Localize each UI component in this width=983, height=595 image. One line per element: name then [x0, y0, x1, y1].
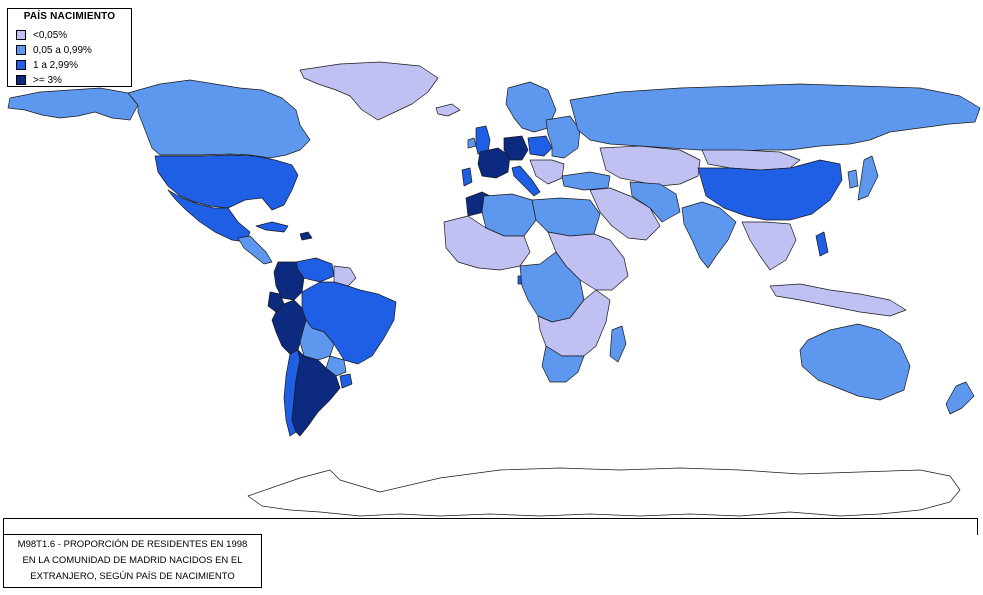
legend-title: PAÍS NACIMIENTO: [23, 11, 116, 22]
region-south-africa: [541, 345, 585, 383]
region-japan: [857, 155, 879, 201]
region-southeast-asia: [741, 221, 797, 271]
legend-swatch: [16, 30, 26, 40]
region-india: [681, 201, 737, 269]
legend: PAÍS NACIMIENTO <0,05% 0,05 a 0,99% 1 a …: [7, 8, 132, 87]
legend-item-0-05-to-0-99: 0,05 a 0,99%: [16, 44, 92, 56]
region-poland: [527, 135, 553, 157]
legend-label: >= 3%: [33, 74, 62, 86]
region-usa: [154, 154, 299, 211]
region-madagascar: [609, 325, 627, 363]
region-new-zealand: [945, 381, 975, 415]
region-scandinavia: [505, 81, 557, 133]
legend-label: 1 a 2,99%: [33, 59, 79, 71]
region-libya-egypt: [531, 197, 601, 237]
legend-swatch: [16, 75, 26, 85]
legend-item-lt-0-05: <0,05%: [16, 29, 67, 41]
region-china: [697, 159, 843, 221]
region-central-asia: [599, 145, 701, 187]
region-turkey: [561, 171, 611, 191]
legend-item-1-to-2-99: 1 a 2,99%: [16, 59, 78, 71]
region-portugal: [461, 167, 473, 187]
legend-label: 0,05 a 0,99%: [33, 44, 92, 56]
region-dominican-republic: [299, 231, 313, 241]
region-philippines: [815, 231, 829, 257]
region-france: [477, 147, 511, 179]
region-canada: [127, 79, 311, 159]
caption-box: M98T1.6 - PROPORCIÓN DE RESIDENTES EN 19…: [3, 534, 262, 588]
region-germany: [503, 135, 529, 161]
region-central-america: [237, 235, 273, 265]
region-guianas: [333, 265, 357, 287]
caption-line-1: M98T1.6 - PROPORCIÓN DE RESIDENTES EN 19…: [17, 539, 248, 550]
region-alaska: [7, 87, 139, 121]
region-russia: [569, 83, 981, 153]
region-antarctica: [247, 467, 961, 517]
region-uruguay: [339, 373, 353, 389]
region-iceland: [435, 103, 461, 117]
region-indonesia: [769, 283, 907, 317]
region-greenland: [299, 61, 439, 121]
region-mongolia: [701, 149, 801, 171]
region-italy: [511, 165, 541, 197]
region-ireland: [467, 137, 477, 149]
region-argentina: [291, 349, 341, 437]
region-colombia: [273, 261, 305, 301]
region-west-africa: [443, 215, 531, 271]
region-australia: [799, 323, 911, 401]
legend-swatch: [16, 45, 26, 55]
region-korea: [847, 169, 859, 189]
map-frame: [3, 518, 978, 535]
region-eastern-europe: [545, 115, 581, 159]
region-middle-east: [589, 187, 661, 241]
caption-line-3: EXTRANJERO, SEGÚN PAÍS DE NACIMIENTO: [30, 571, 235, 582]
legend-label: <0,05%: [33, 29, 68, 41]
legend-swatch: [16, 60, 26, 70]
legend-item-gte-3: >= 3%: [16, 74, 62, 86]
caption-line-2: EN LA COMUNIDAD DE MADRID NACIDOS EN EL: [22, 555, 243, 566]
region-cuba: [255, 221, 289, 233]
region-iran: [629, 181, 681, 223]
region-paraguay: [325, 355, 347, 377]
region-uk: [475, 125, 491, 155]
region-balkans: [529, 159, 565, 185]
